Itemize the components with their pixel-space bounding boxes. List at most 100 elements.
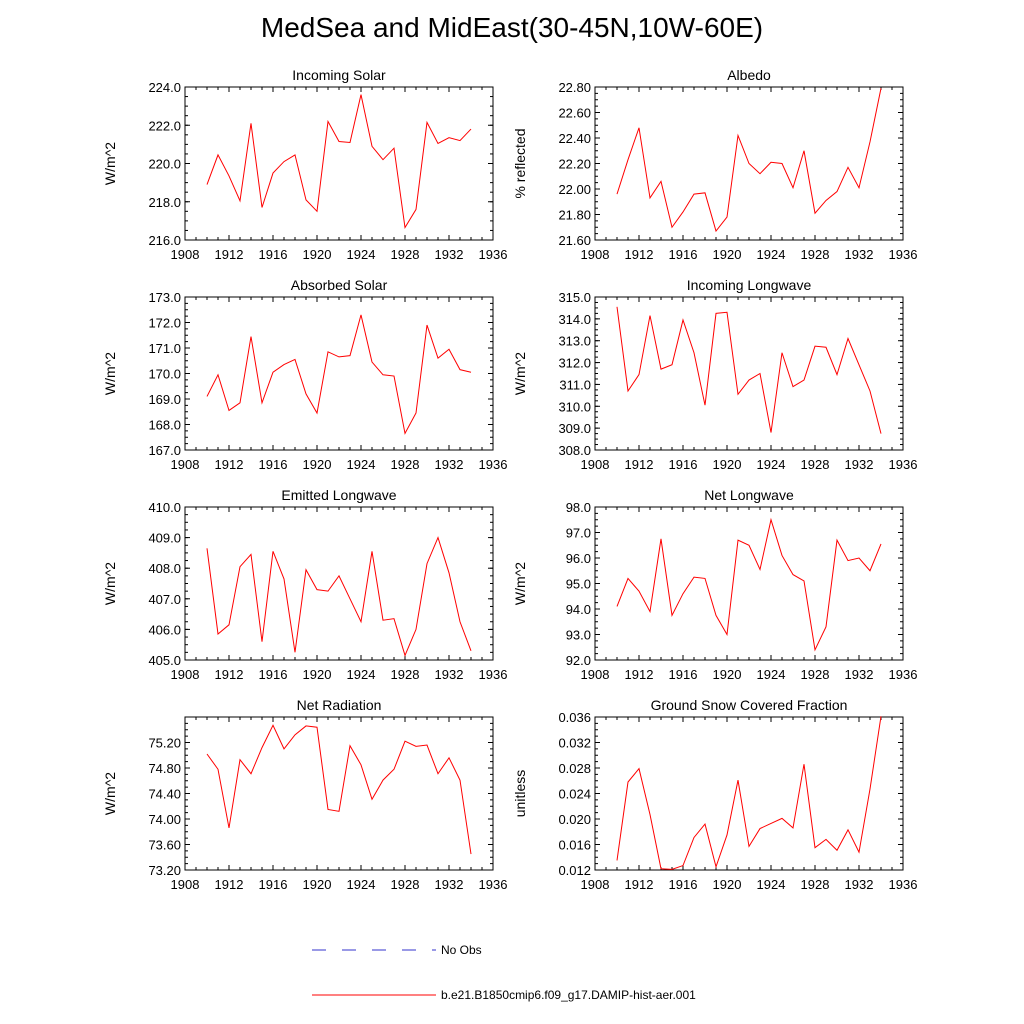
x-tick-label: 1916 [669, 877, 698, 892]
x-tick-label: 1924 [347, 667, 376, 682]
y-tick-label: 0.024 [558, 787, 591, 802]
x-tick-label: 1920 [713, 667, 742, 682]
y-tick-label: 224.0 [148, 80, 181, 95]
y-tick-label: 308.0 [558, 443, 591, 458]
x-tick-label: 1912 [215, 457, 244, 472]
x-tick-label: 1928 [801, 247, 830, 262]
series-line [206, 724, 472, 855]
y-axis-label: W/m^2 [512, 352, 528, 395]
x-tick-label: 1932 [845, 667, 874, 682]
series-line [206, 314, 472, 435]
y-tick-label: 409.0 [148, 531, 181, 546]
y-tick-label: 222.0 [148, 118, 181, 133]
x-tick-label: 1916 [259, 457, 288, 472]
series-line [616, 517, 882, 652]
y-tick-label: 216.0 [148, 233, 181, 248]
y-tick-label: 168.0 [148, 418, 181, 433]
y-axis-label: W/m^2 [102, 772, 118, 815]
panel-title: Net Radiation [297, 697, 382, 713]
x-tick-label: 1916 [669, 667, 698, 682]
y-tick-label: 73.60 [148, 838, 181, 853]
x-tick-label: 1920 [713, 247, 742, 262]
y-axis-label: W/m^2 [102, 142, 118, 185]
panel-title: Ground Snow Covered Fraction [651, 697, 848, 713]
x-tick-label: 1936 [479, 877, 508, 892]
x-tick-label: 1912 [215, 247, 244, 262]
y-tick-label: 0.016 [558, 838, 591, 853]
x-tick-label: 1936 [479, 667, 508, 682]
x-tick-label: 1912 [625, 667, 654, 682]
panel-title: Absorbed Solar [291, 277, 388, 293]
y-tick-label: 0.020 [558, 812, 591, 827]
y-tick-label: 21.80 [558, 208, 591, 223]
series-line [206, 536, 472, 657]
y-axis-label: unitless [512, 770, 528, 817]
legend-obs: No Obs [0, 940, 1024, 960]
x-tick-label: 1920 [713, 877, 742, 892]
y-tick-label: 97.0 [566, 526, 591, 541]
series-line [616, 716, 882, 870]
x-tick-label: 1912 [215, 667, 244, 682]
y-tick-label: 313.0 [558, 334, 591, 349]
panel-1: 1908 1912 1916 1920 1924 1928 1932 1936 21.60 21.… [512, 67, 917, 262]
y-tick-label: 0.028 [558, 761, 591, 776]
x-tick-label: 1936 [889, 457, 918, 472]
legend-model: b.e21.B1850cmip6.f09_g17.DAMIP-hist-aer.… [0, 985, 1024, 1005]
x-tick-label: 1924 [757, 247, 786, 262]
x-tick-label: 1932 [845, 457, 874, 472]
legend-model-label: b.e21.B1850cmip6.f09_g17.DAMIP-hist-aer.… [441, 988, 696, 1002]
y-tick-label: 314.0 [558, 312, 591, 327]
plot-frame [184, 296, 494, 451]
x-tick-label: 1916 [669, 457, 698, 472]
panel-5: 1908 1912 1916 1920 1924 1928 1932 1936 92.0 93.0… [512, 487, 917, 682]
x-tick-label: 1924 [347, 247, 376, 262]
x-tick-label: 1916 [669, 247, 698, 262]
y-tick-label: 74.40 [148, 787, 181, 802]
x-tick-label: 1928 [391, 877, 420, 892]
legend-obs-label: No Obs [441, 943, 482, 957]
y-axis-label: W/m^2 [102, 562, 118, 605]
panel-4: 1908 1912 1916 1920 1924 1928 1932 1936 405.0 406… [102, 487, 507, 682]
x-tick-label: 1924 [757, 877, 786, 892]
panel-6: 1908 1912 1916 1920 1924 1928 1932 1936 73.20 73.… [102, 697, 507, 892]
panel-0: 1908 1912 1916 1920 1924 1928 1932 1936 216.0 218… [102, 67, 507, 262]
y-tick-label: 22.80 [558, 80, 591, 95]
x-tick-label: 1936 [889, 247, 918, 262]
x-tick-label: 1936 [479, 247, 508, 262]
x-tick-label: 1932 [435, 877, 464, 892]
x-tick-label: 1932 [845, 247, 874, 262]
y-axis-label: % reflected [512, 128, 528, 198]
y-tick-label: 167.0 [148, 443, 181, 458]
x-tick-label: 1912 [625, 457, 654, 472]
x-tick-label: 1908 [171, 457, 200, 472]
x-tick-label: 1908 [171, 247, 200, 262]
x-tick-label: 1924 [757, 457, 786, 472]
panel-title: Emitted Longwave [281, 487, 396, 503]
series-line [616, 306, 882, 434]
x-tick-label: 1936 [889, 667, 918, 682]
y-tick-label: 95.0 [566, 577, 591, 592]
y-tick-label: 22.00 [558, 182, 591, 197]
y-tick-label: 407.0 [148, 592, 181, 607]
x-tick-label: 1924 [757, 667, 786, 682]
x-tick-label: 1928 [801, 457, 830, 472]
y-tick-label: 74.00 [148, 812, 181, 827]
x-tick-label: 1936 [479, 457, 508, 472]
y-tick-label: 0.032 [558, 736, 591, 751]
x-tick-label: 1932 [435, 457, 464, 472]
x-tick-label: 1928 [391, 247, 420, 262]
x-tick-label: 1928 [391, 667, 420, 682]
y-tick-label: 0.012 [558, 863, 591, 878]
main-title: MedSea and MidEast(30-45N,10W-60E) [260, 12, 764, 43]
y-tick-label: 93.0 [566, 628, 591, 643]
x-tick-label: 1908 [581, 667, 610, 682]
y-tick-label: 410.0 [148, 500, 181, 515]
x-tick-label: 1924 [347, 877, 376, 892]
y-tick-label: 405.0 [148, 653, 181, 668]
series-line [206, 94, 472, 230]
legend-obs-line [312, 949, 436, 951]
plot-frame [594, 296, 904, 451]
panel-title: Incoming Longwave [687, 277, 812, 293]
x-tick-label: 1928 [801, 667, 830, 682]
